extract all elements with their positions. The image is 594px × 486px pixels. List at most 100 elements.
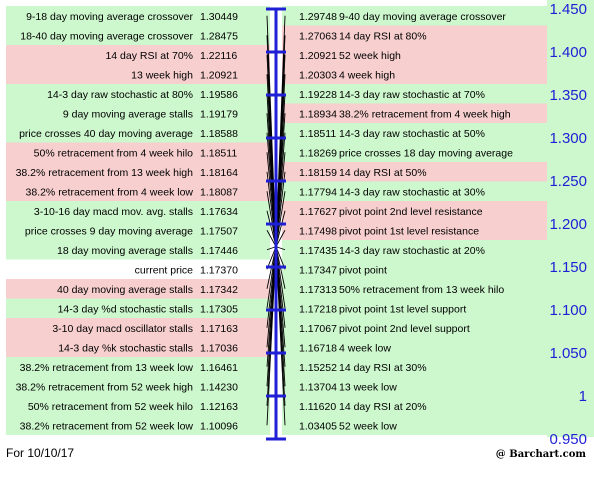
- left-row-value: 1.22116: [200, 50, 237, 62]
- right-row-value: 1.17435: [299, 245, 337, 257]
- left-row-value: 1.17634: [200, 206, 238, 218]
- right-row-label: price crosses 18 day moving average: [339, 147, 513, 159]
- right-row-label: pivot point 2nd level support: [339, 323, 470, 335]
- right-row-value: 1.27063: [299, 30, 337, 42]
- left-row-value: 1.17163: [200, 323, 238, 335]
- footer-date: For 10/10/17: [6, 446, 75, 460]
- axis-tick-label: 1.400: [549, 44, 587, 61]
- right-row-label: 14-3 day raw stochastic at 70%: [339, 89, 485, 101]
- right-row-label: pivot point 2nd level resistance: [339, 206, 483, 218]
- left-row-label: 50% retracement from 52 week hilo: [28, 401, 193, 413]
- right-row-band: [282, 337, 547, 357]
- right-row-label: 4 week high: [339, 69, 395, 81]
- left-row-value: 1.19586: [200, 89, 238, 101]
- left-row-value: 1.19179: [200, 108, 238, 120]
- right-row-label: 14-3 day raw stochastic at 50%: [339, 128, 485, 140]
- right-row-band: [282, 259, 547, 279]
- left-row-label: current price: [135, 264, 194, 276]
- left-row-band: [6, 103, 270, 123]
- left-row-band: [6, 259, 270, 279]
- left-row-value: 1.17370: [200, 264, 238, 276]
- right-row-value: 1.17627: [299, 206, 337, 218]
- right-row-label: 38.2% retracement from 4 week high: [339, 108, 511, 120]
- right-row-value: 1.18269: [299, 147, 337, 159]
- right-row-value: 1.17498: [299, 225, 337, 237]
- left-row-band: [6, 415, 270, 435]
- left-row-band: [6, 240, 270, 260]
- right-row-band: [282, 318, 547, 338]
- right-row-value: 1.18934: [299, 108, 337, 120]
- right-row-band: [282, 240, 547, 260]
- right-row-band: [282, 64, 547, 84]
- left-row-label: 38.2% retracement from 52 week high: [16, 381, 194, 393]
- right-row-label: 14-3 day raw stochastic at 20%: [339, 245, 485, 257]
- left-row-value: 1.18588: [200, 128, 238, 140]
- right-row-value: 1.15252: [299, 362, 337, 374]
- right-row-label: 52 week high: [339, 50, 401, 62]
- axis-tick-label: 1.050: [549, 345, 587, 362]
- left-row-label: 13 week high: [131, 69, 193, 81]
- left-row-band: [6, 64, 270, 84]
- left-row-band: [6, 45, 270, 65]
- left-row-value: 1.12163: [200, 401, 238, 413]
- left-row-band: [6, 357, 270, 377]
- left-row-label: 14 day RSI at 70%: [105, 50, 193, 62]
- right-row-band: [282, 6, 547, 26]
- left-row-band: [6, 298, 270, 318]
- right-row-value: 1.16718: [299, 342, 337, 354]
- right-row-band: [282, 396, 547, 416]
- right-row-label: 14 day RSI at 50%: [339, 167, 427, 179]
- right-row-band: [282, 220, 547, 240]
- axis-panel: [547, 0, 594, 437]
- right-row-value: 1.17218: [299, 303, 337, 315]
- right-row-band: [282, 84, 547, 104]
- left-row-label: 38.2% retracement from 13 week low: [20, 362, 194, 374]
- right-row-value: 1.17067: [299, 323, 337, 335]
- left-row-band: [6, 220, 270, 240]
- right-row-label: 52 week low: [339, 420, 397, 432]
- right-row-value: 1.17347: [299, 264, 337, 276]
- left-row-label: 3-10 day macd oscillator stalls: [52, 323, 193, 335]
- left-row-label: 3-10-16 day macd mov. avg. stalls: [34, 206, 193, 218]
- left-row-value: 1.14230: [200, 381, 238, 393]
- left-row-label: 50% retracement from 4 week hilo: [34, 147, 193, 159]
- axis-tick-label: 0.950: [549, 431, 587, 448]
- left-row-label: 18 day moving average stalls: [57, 245, 193, 257]
- right-row-band: [282, 357, 547, 377]
- right-row-label: 4 week low: [339, 342, 391, 354]
- left-row-value: 1.17342: [200, 284, 238, 296]
- left-row-label: 9-18 day moving average crossover: [26, 11, 193, 23]
- right-row-band: [282, 181, 547, 201]
- right-row-label: 9-40 day moving average crossover: [339, 11, 506, 23]
- left-row-value: 1.17036: [200, 342, 238, 354]
- right-row-band: [282, 45, 547, 65]
- right-row-label: 14-3 day raw stochastic at 30%: [339, 186, 485, 198]
- left-row-value: 1.20921: [200, 69, 238, 81]
- right-row-value: 1.20303: [299, 69, 337, 81]
- left-row-value: 1.16461: [200, 362, 238, 374]
- left-row-band: [6, 181, 270, 201]
- right-row-value: 1.17313: [299, 284, 337, 296]
- right-row-band: [282, 201, 547, 221]
- left-row-value: 1.17446: [200, 245, 238, 257]
- axis-tick-label: 1: [579, 388, 587, 405]
- left-row-value: 1.18087: [200, 186, 238, 198]
- left-row-label: 14-3 day %d stochastic stalls: [58, 303, 193, 315]
- left-row-label: 38.2% retracement from 13 week high: [16, 167, 194, 179]
- right-row-value: 1.13704: [299, 381, 337, 393]
- right-row-label: 50% retracement from 13 week hilo: [339, 284, 504, 296]
- right-row-band: [282, 103, 547, 123]
- right-row-band: [282, 142, 547, 162]
- left-row-band: [6, 279, 270, 299]
- left-row-label: price crosses 9 day moving average: [25, 225, 193, 237]
- axis-tick-label: 1.250: [549, 173, 587, 190]
- left-row-band: [6, 337, 270, 357]
- right-row-band: [282, 298, 547, 318]
- left-row-label: 38.2% retracement from 52 week low: [20, 420, 194, 432]
- right-row-value: 1.11620: [299, 401, 336, 413]
- left-row-label: price crosses 40 day moving average: [19, 128, 193, 140]
- left-row-value: 1.17507: [200, 225, 238, 237]
- footer-brand: @ Barchart.com: [495, 449, 586, 460]
- left-row-value: 1.30449: [200, 11, 238, 23]
